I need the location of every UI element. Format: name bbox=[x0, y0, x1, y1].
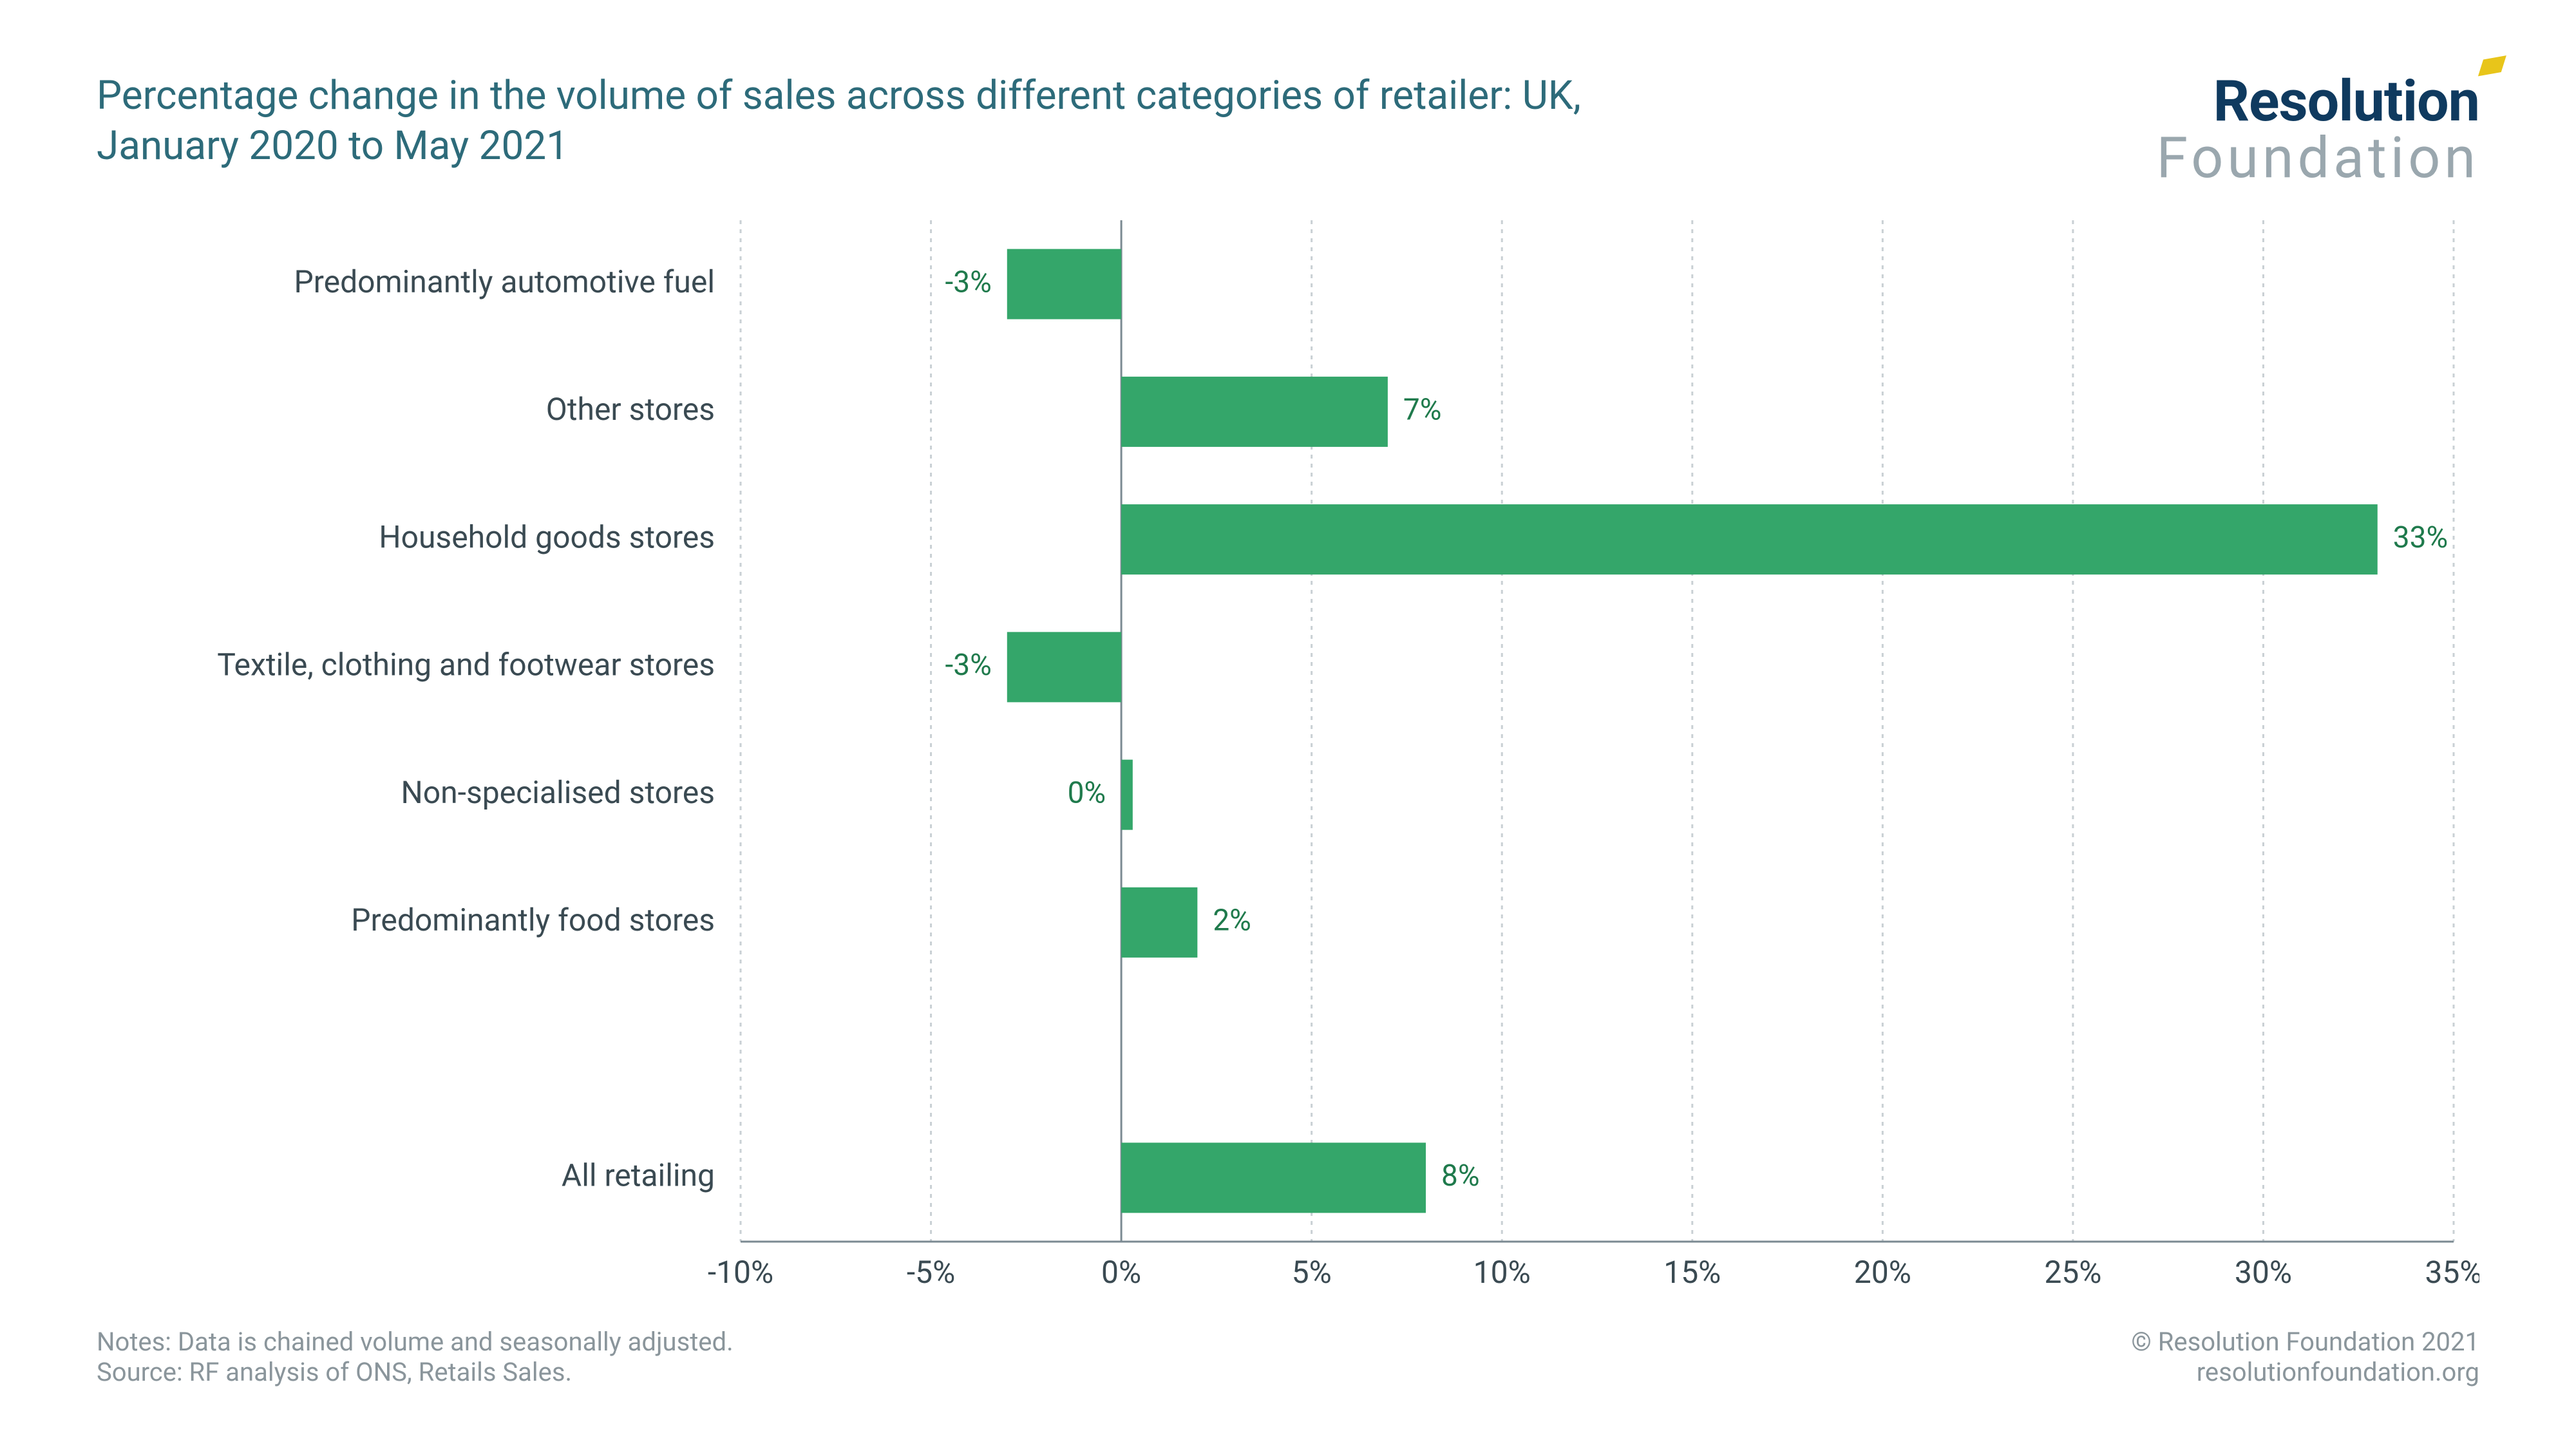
value-label: 0% bbox=[1068, 775, 1106, 810]
value-label: -3% bbox=[945, 648, 992, 683]
x-tick-label: 20% bbox=[1854, 1254, 1911, 1291]
category-label: Predominantly automotive fuel bbox=[294, 263, 715, 300]
category-label: Predominantly food stores bbox=[351, 902, 715, 938]
chart: -10% -5% 0% 5% 10% 15% 20% 25% 30% 35% Predominant… bbox=[97, 213, 2479, 1314]
bar bbox=[1121, 760, 1133, 830]
bar bbox=[1121, 377, 1388, 447]
bar bbox=[1121, 1142, 1426, 1213]
footer: Notes: Data is chained volume and season… bbox=[97, 1327, 2479, 1387]
bar bbox=[1007, 632, 1121, 702]
chart-title: Percentage change in the volume of sales… bbox=[97, 71, 1642, 171]
x-tick-label: 30% bbox=[2235, 1254, 2292, 1291]
x-tick-label: -10% bbox=[708, 1254, 773, 1291]
value-label: 7% bbox=[1403, 393, 1442, 428]
category-label: Other stores bbox=[546, 391, 715, 428]
logo-line2: Foundation bbox=[2156, 130, 2479, 187]
logo-accent-icon: ▰ bbox=[2474, 42, 2509, 85]
x-tick-label: -5% bbox=[907, 1254, 955, 1291]
value-label: 33% bbox=[2393, 520, 2448, 555]
value-label: -3% bbox=[945, 265, 992, 299]
category-label: Textile, clothing and footwear stores bbox=[217, 647, 715, 683]
bar bbox=[1121, 887, 1197, 958]
bar-chart-svg: -10% -5% 0% 5% 10% 15% 20% 25% 30% 35% Predominant… bbox=[97, 213, 2479, 1314]
x-tick-label: 35% bbox=[2425, 1254, 2479, 1291]
footer-notes-2: Source: RF analysis of ONS, Retails Sale… bbox=[97, 1357, 734, 1387]
x-tick-label: 15% bbox=[1663, 1254, 1721, 1291]
value-label: 8% bbox=[1441, 1159, 1480, 1193]
header: Percentage change in the volume of sales… bbox=[97, 71, 2479, 187]
footer-copyright: © Resolution Foundation 2021 bbox=[2131, 1327, 2479, 1357]
bar bbox=[1121, 504, 2378, 574]
footer-url: resolutionfoundation.org bbox=[2131, 1357, 2479, 1387]
x-tick-label: 0% bbox=[1101, 1254, 1141, 1291]
footer-notes-1: Notes: Data is chained volume and season… bbox=[97, 1327, 734, 1357]
x-tick-label: 10% bbox=[1473, 1254, 1531, 1291]
bar bbox=[1007, 249, 1121, 319]
logo-line1: Resolution bbox=[2213, 68, 2479, 135]
category-label: Household goods stores bbox=[379, 518, 715, 555]
category-label: Non-specialised stores bbox=[401, 774, 715, 811]
brand-logo: Resolution▰ Foundation bbox=[2156, 71, 2479, 187]
x-tick-label: 5% bbox=[1292, 1254, 1332, 1291]
category-label: All retailing bbox=[562, 1157, 715, 1194]
value-label: 2% bbox=[1213, 904, 1251, 938]
x-tick-label: 25% bbox=[2044, 1254, 2101, 1291]
